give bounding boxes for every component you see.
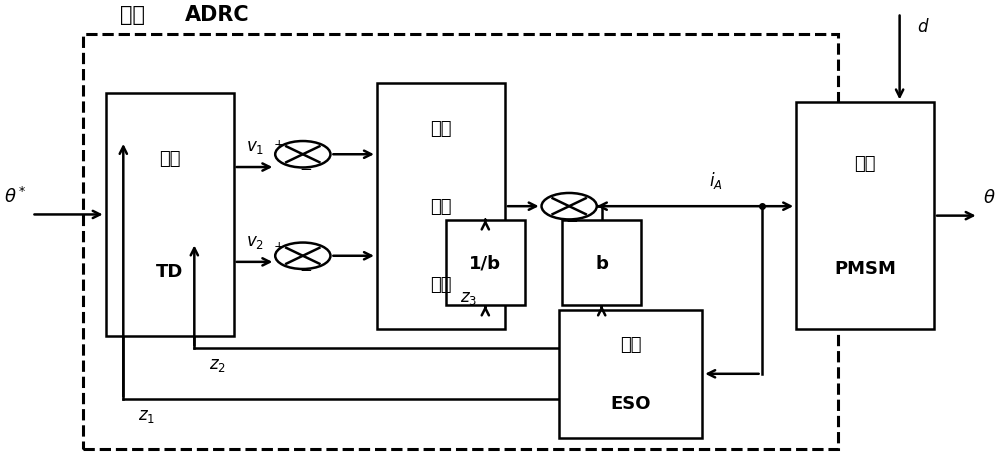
Text: −: −: [299, 263, 312, 278]
Text: −: −: [566, 213, 578, 228]
Text: 广义: 广义: [854, 155, 876, 173]
Text: −: −: [299, 161, 312, 176]
Text: $v_1$: $v_1$: [246, 138, 264, 156]
Text: 三阶: 三阶: [620, 336, 642, 353]
Text: PMSM: PMSM: [834, 260, 896, 278]
Text: ADRC: ADRC: [184, 5, 249, 25]
Circle shape: [275, 243, 330, 269]
Text: 制器: 制器: [430, 276, 452, 294]
Text: ESO: ESO: [611, 395, 651, 413]
Text: 非线: 非线: [430, 120, 452, 138]
Text: $v_2$: $v_2$: [246, 233, 264, 250]
Text: $\theta^*$: $\theta^*$: [4, 186, 27, 206]
Bar: [446, 221, 525, 306]
Circle shape: [542, 194, 597, 220]
Text: $d$: $d$: [917, 18, 930, 36]
Text: 1/b: 1/b: [469, 254, 501, 272]
Bar: [106, 94, 234, 337]
Text: $z_1$: $z_1$: [138, 407, 155, 425]
Bar: [559, 310, 702, 437]
Text: 二阶: 二阶: [120, 5, 145, 25]
Text: +: +: [274, 138, 285, 151]
Bar: [796, 103, 934, 329]
Bar: [562, 221, 641, 306]
Text: 二阶: 二阶: [159, 149, 180, 168]
Text: $\theta$: $\theta$: [983, 188, 996, 206]
Text: 性控: 性控: [430, 198, 452, 216]
Text: $i_A$: $i_A$: [709, 169, 723, 190]
Text: $z_2$: $z_2$: [209, 356, 226, 374]
Text: $z_3$: $z_3$: [460, 288, 477, 307]
Text: +: +: [274, 239, 285, 252]
Text: TD: TD: [156, 262, 183, 280]
Bar: [377, 84, 505, 329]
Text: b: b: [595, 254, 608, 272]
Circle shape: [275, 142, 330, 168]
Bar: [83, 35, 838, 449]
